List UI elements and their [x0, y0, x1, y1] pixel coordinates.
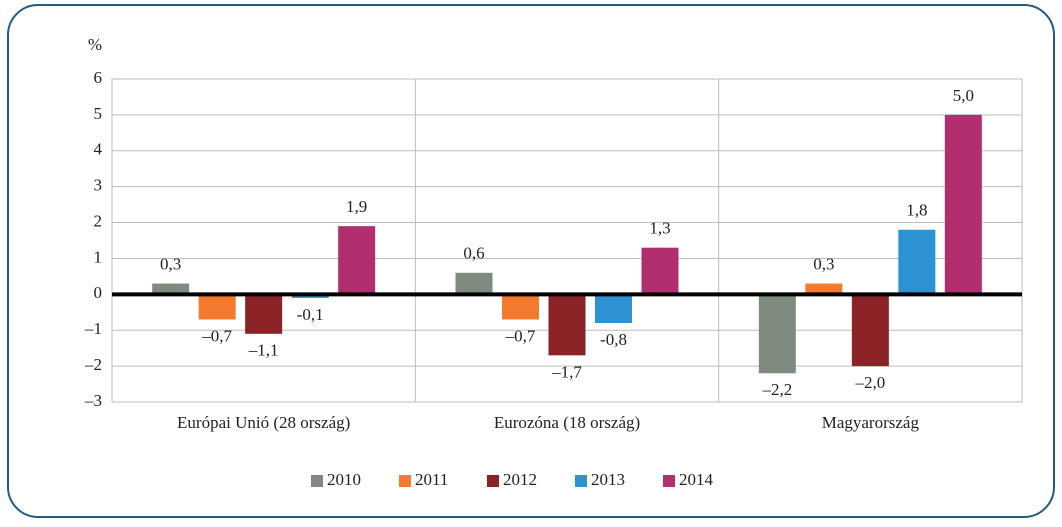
data-label: -0,8 — [600, 330, 627, 349]
data-label: 1,9 — [346, 197, 367, 216]
data-label: 1,8 — [906, 201, 927, 220]
legend-swatch — [311, 475, 323, 487]
data-label: –2,2 — [761, 380, 792, 399]
data-label: –1,1 — [248, 341, 279, 360]
y-tick-label: 0 — [94, 283, 103, 302]
x-tick-label: Eurozóna (18 ország) — [494, 413, 640, 432]
bar — [198, 294, 236, 320]
data-label: –1,7 — [551, 362, 582, 381]
data-label: 0,6 — [463, 244, 484, 263]
y-tick-label: –3 — [84, 391, 102, 410]
legend-label: 2010 — [327, 470, 361, 489]
bar — [338, 226, 376, 295]
frame — [7, 4, 1055, 518]
bar — [758, 294, 796, 374]
bar — [595, 294, 632, 324]
legend-label: 2011 — [415, 470, 448, 489]
bar — [805, 283, 843, 295]
bar — [502, 294, 539, 320]
y-tick-label: –2 — [84, 355, 102, 374]
bar — [851, 294, 889, 367]
data-label: 5,0 — [953, 86, 974, 105]
bar — [152, 283, 190, 295]
legend-label: 2013 — [591, 470, 625, 489]
plot-border — [111, 78, 1023, 403]
bar — [455, 272, 493, 295]
bar — [641, 247, 679, 295]
y-axis-label: % — [88, 35, 102, 54]
legend-swatch — [487, 475, 499, 487]
data-label: –2,0 — [854, 373, 885, 392]
data-label: –0,7 — [505, 326, 536, 345]
y-tick-label: 4 — [94, 140, 103, 159]
y-tick-label: 2 — [94, 211, 103, 230]
x-tick-label: Magyarország — [822, 413, 920, 432]
y-tick-label: 1 — [94, 247, 103, 266]
legend-swatch — [399, 475, 411, 487]
data-label: 0,3 — [160, 254, 181, 273]
bar — [548, 294, 586, 356]
y-tick-label: 6 — [94, 68, 103, 87]
legend-label: 2012 — [503, 470, 537, 489]
x-tick-label: Európai Unió (28 ország) — [177, 413, 350, 432]
legend-swatch — [663, 475, 675, 487]
y-tick-label: 3 — [94, 176, 103, 195]
y-tick-label: 5 — [94, 104, 103, 123]
data-label: -0,1 — [297, 305, 324, 324]
bar — [245, 294, 283, 334]
legend-label: 2014 — [679, 470, 714, 489]
bar — [944, 114, 982, 295]
legend-swatch — [575, 475, 587, 487]
data-label: 0,3 — [813, 254, 834, 273]
data-label: –0,7 — [201, 326, 232, 345]
bar — [898, 229, 936, 295]
y-tick-label: –1 — [84, 319, 102, 338]
data-label: 1,3 — [649, 219, 670, 238]
